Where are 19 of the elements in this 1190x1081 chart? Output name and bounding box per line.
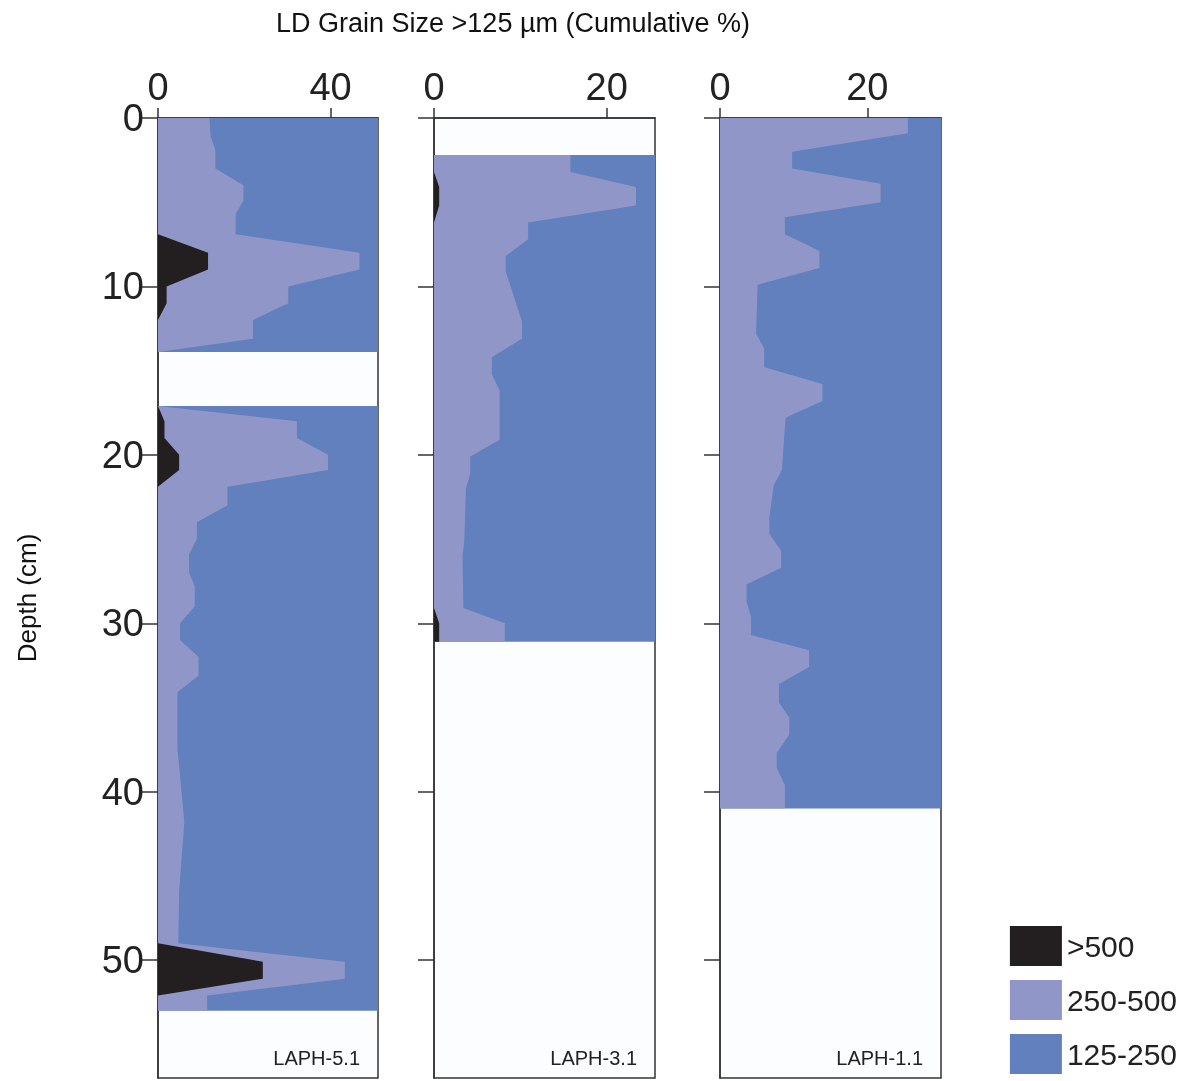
legend-label: 125-250 — [1066, 1037, 1178, 1071]
y-tick-label: 50 — [101, 939, 144, 982]
y-tick-label: 20 — [101, 433, 144, 476]
x-tick-label: 0 — [423, 66, 445, 108]
text: LD Grain Size >125 µm (Cumulative %) — [276, 7, 750, 38]
legend-label: 250-500 — [1066, 983, 1178, 1017]
annotation: LAPH-3.1 — [550, 1047, 638, 1069]
x-tick-label: 0 — [709, 66, 731, 108]
x-tick-label: 20 — [846, 66, 889, 108]
annotation: LAPH-1.1 — [836, 1047, 924, 1069]
y-tick-label: 30 — [101, 602, 144, 645]
legend-label: >500 — [1066, 929, 1135, 963]
x-tick-label: 40 — [309, 66, 352, 108]
y-tick-label: 0 — [122, 97, 144, 139]
x-tick-label: 20 — [585, 66, 628, 108]
y-tick-label: 40 — [101, 770, 144, 813]
annotation: LAPH-5.1 — [273, 1047, 361, 1069]
y-tick-label: 10 — [101, 265, 144, 308]
y-axis-title: Depth (cm) — [12, 533, 42, 663]
